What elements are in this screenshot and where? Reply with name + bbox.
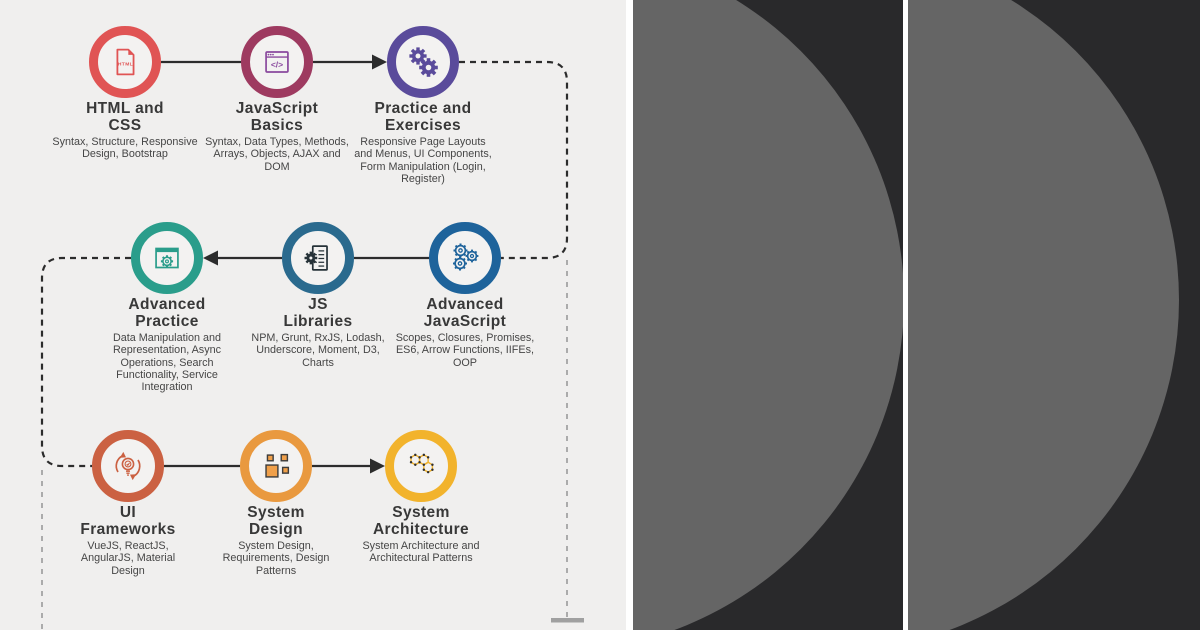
node-title: HTML and <box>86 100 164 117</box>
node-advanced-practice-label: Advanced Practice Data Manipulation and … <box>77 296 257 393</box>
node-advanced-javascript-label: Advanced JavaScript Scopes, Closures, Pr… <box>375 296 555 369</box>
node-html-css-ring: HTML <box>89 26 161 98</box>
node-js-libraries <box>282 222 354 294</box>
node-title: Basics <box>250 117 304 134</box>
node-practice-exercises <box>387 26 459 98</box>
node-title: Advanced <box>426 296 504 313</box>
node-title: Advanced <box>128 296 206 313</box>
node-advanced-practice <box>131 222 203 294</box>
node-title: JavaScript <box>423 313 507 330</box>
three-gears-icon <box>453 243 479 271</box>
node-system-architecture-ring <box>385 430 457 502</box>
node-desc: Data Manipulation and Representation, As… <box>112 332 222 394</box>
node-advanced-javascript-ring <box>429 222 501 294</box>
row2-arrowhead <box>203 250 218 266</box>
node-title: Practice <box>135 313 199 330</box>
node-js-libraries-ring <box>282 222 354 294</box>
node-advanced-javascript <box>429 222 501 294</box>
node-js-basics: </> <box>241 26 313 98</box>
node-desc: VueJS, ReactJS, AngularJS, Material Desi… <box>80 540 176 577</box>
decorative-circle-2 <box>908 0 1179 630</box>
node-title: JavaScript <box>235 100 319 117</box>
doc-gear-icon <box>304 245 328 271</box>
node-title: JS <box>308 296 328 313</box>
node-desc: NPM, Grunt, RxJS, Lodash, Underscore, Mo… <box>251 332 385 369</box>
node-title: UI <box>119 504 137 521</box>
node-desc: System Architecture and Architectural Pa… <box>362 540 480 565</box>
node-ui-frameworks <box>92 430 164 502</box>
node-title: CSS <box>108 117 142 134</box>
decorative-panel-2 <box>908 0 1200 630</box>
code-window-icon: </> <box>265 51 289 73</box>
decorative-panel-1 <box>633 0 903 630</box>
html-file-icon: HTML <box>116 48 135 76</box>
node-js-basics-label: JavaScript Basics Syntax, Data Types, Me… <box>187 100 367 173</box>
node-ui-frameworks-label: UI Frameworks VueJS, ReactJS, AngularJS,… <box>38 504 218 577</box>
node-system-design <box>240 430 312 502</box>
node-system-architecture-label: System Architecture System Architecture … <box>331 504 511 565</box>
hex-network-icon <box>409 453 434 474</box>
node-desc: Syntax, Structure, Responsive Design, Bo… <box>52 136 198 161</box>
node-desc: System Design, Requirements, Design Patt… <box>222 540 330 577</box>
two-gears-icon <box>409 47 438 77</box>
row3-arrowhead <box>370 458 385 474</box>
node-title: Architecture <box>372 521 470 538</box>
node-title: System <box>247 504 305 521</box>
node-title: Practice and <box>374 100 472 117</box>
node-practice-exercises-label: Practice and Exercises Responsive Page L… <box>333 100 513 185</box>
connectors <box>40 54 584 630</box>
node-title: System <box>392 504 450 521</box>
dashed-elbow-left <box>40 256 131 468</box>
node-html-css: HTML <box>89 26 161 98</box>
node-system-architecture <box>385 430 457 502</box>
node-ui-frameworks-ring <box>92 430 164 502</box>
node-desc: Scopes, Closures, Promises, ES6, Arrow F… <box>395 332 535 369</box>
guide-end-marker <box>551 618 584 623</box>
node-practice-exercises-ring <box>387 26 459 98</box>
node-title: Design <box>248 521 304 538</box>
node-js-libraries-label: JS Libraries NPM, Grunt, RxJS, Lodash, U… <box>228 296 408 369</box>
dashed-elbow-right <box>459 60 569 260</box>
bulb-cycle-icon <box>115 451 141 481</box>
row1-arrowhead <box>372 54 387 70</box>
node-title: Frameworks <box>80 521 176 538</box>
node-system-design-label: System Design System Design, Requirement… <box>186 504 366 577</box>
window-gear-icon <box>155 247 179 269</box>
svg-text:HTML: HTML <box>118 61 133 67</box>
svg-text:</>: </> <box>271 59 283 69</box>
node-js-basics-ring: </> <box>241 26 313 98</box>
node-desc: Syntax, Data Types, Methods, Arrays, Obj… <box>205 136 349 173</box>
node-desc: Responsive Page Layouts and Menus, UI Co… <box>354 136 492 185</box>
node-html-css-label: HTML and CSS Syntax, Structure, Responsi… <box>35 100 215 161</box>
squares-icon <box>265 453 290 478</box>
node-advanced-practice-ring <box>131 222 203 294</box>
node-title: Libraries <box>283 313 353 330</box>
decorative-circle-1 <box>633 0 903 630</box>
node-system-design-ring <box>240 430 312 502</box>
flowchart-canvas: HTML HTML and CSS Syntax, Structure, Res… <box>0 0 626 630</box>
node-title: Exercises <box>385 117 461 134</box>
